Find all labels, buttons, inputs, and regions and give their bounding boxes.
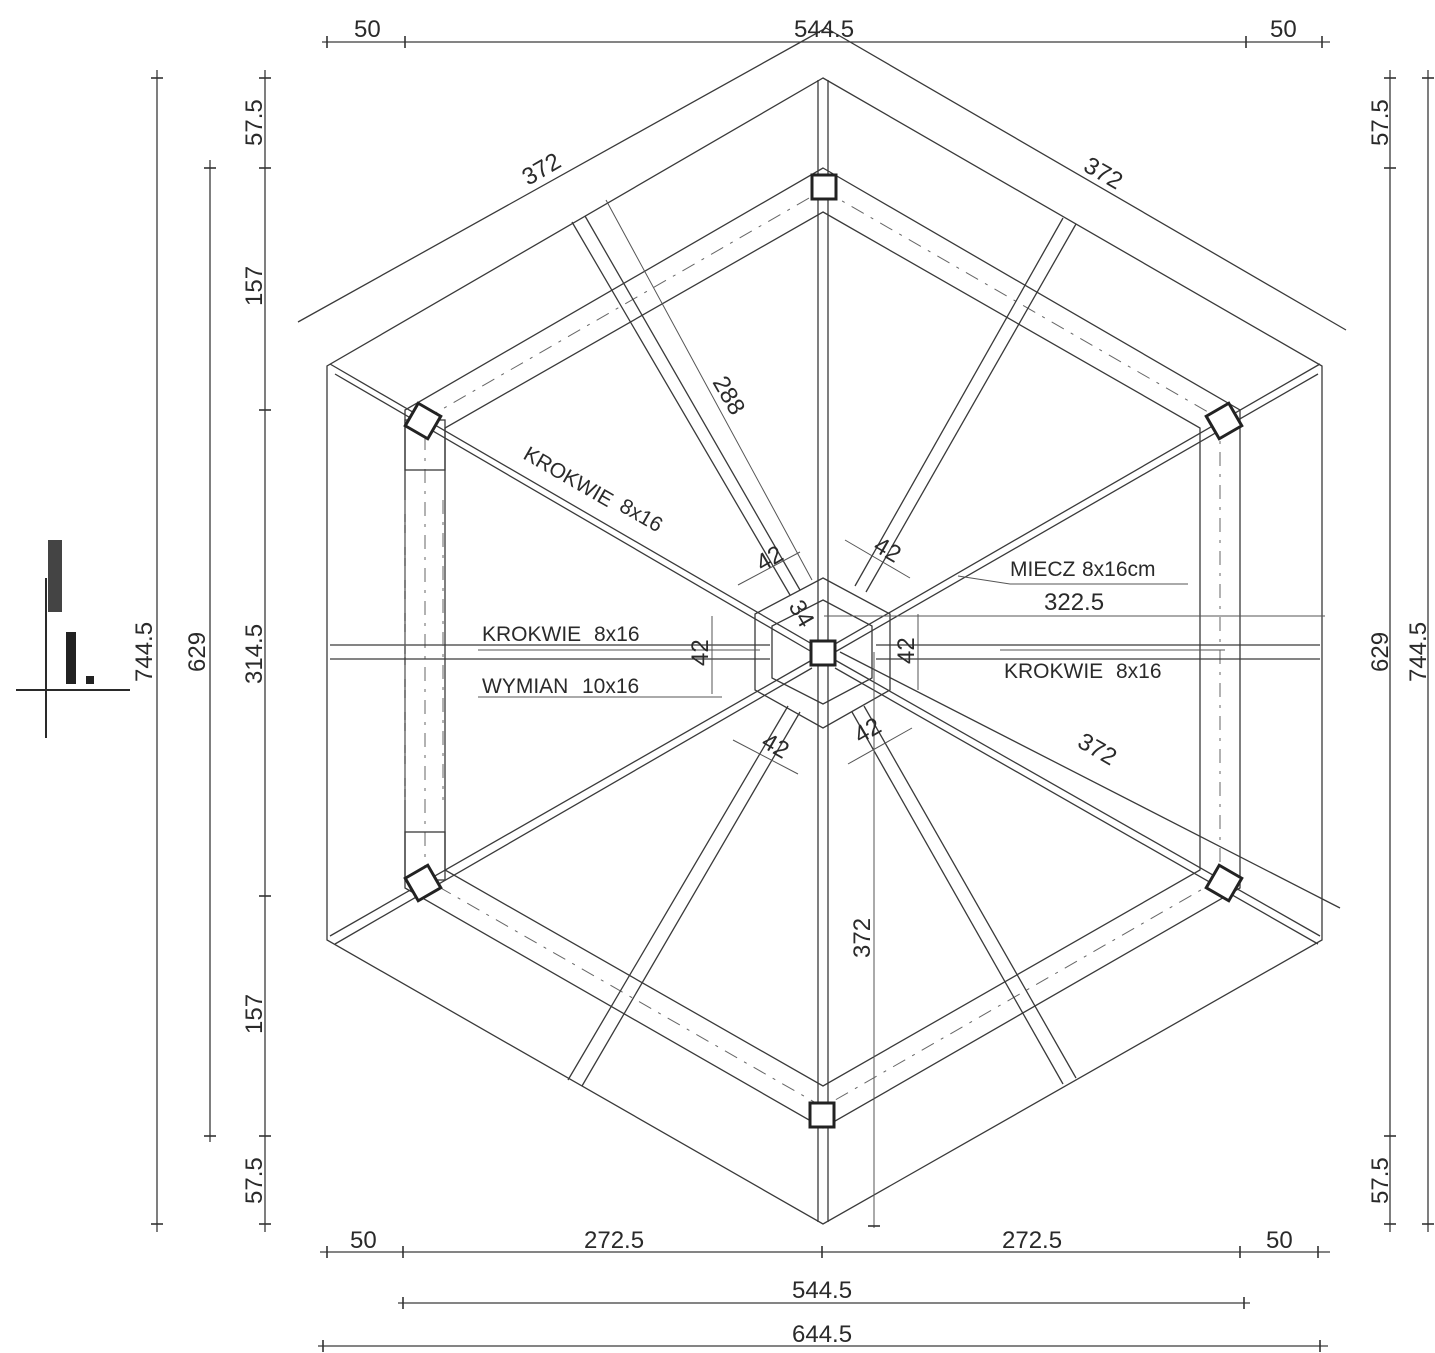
dim-top-right-overhang: 50 [1270,16,1297,43]
dim-hub-upper-left: 42 [752,540,789,577]
dimension-texts: 50 544.5 50 372 372 372 288 372 322.5 74… [131,16,1432,1348]
dim-top-span: 544.5 [794,16,854,43]
dim-bottom-span: 544.5 [792,1277,852,1304]
dim-left-seg-lower: 157 [241,994,268,1034]
label-rafter-left-size: 8x16 [594,623,640,646]
dim-bottom-left-overhang: 50 [350,1227,377,1254]
intermediate-rafters [330,215,1320,1087]
central-hub [754,577,891,729]
label-rafter-left-name: KROKWIE [482,623,581,646]
dim-left-seg-bottom: 57.5 [241,1157,268,1204]
label-brace-name: MIECZ [1010,558,1076,581]
dim-rafter-length: 288 [707,372,750,420]
dim-hub-upper-right: 42 [869,532,906,569]
label-trimmer-name: WYMIAN [482,675,568,698]
dim-bottom-left-half: 272.5 [584,1227,644,1254]
dim-left-seg-middle: 314.5 [241,624,268,684]
post-lower-left [403,863,443,903]
hip-rafters [329,80,1321,1222]
label-rafter-diag-size: 8x16 [616,494,667,537]
dim-right-total-height: 744.5 [1405,622,1432,682]
post-top [810,173,838,201]
label-rafter-right-size: 8x16 [1116,660,1162,683]
post-bottom [808,1101,836,1129]
dim-left-seg-top: 57.5 [241,99,268,146]
dim-left-post-height: 629 [184,632,211,672]
dimension-lines [151,27,1434,1352]
label-rafter-right-name: KROKWIE [1004,660,1103,683]
post-center [809,639,837,667]
dim-right-seg-bottom: 57.5 [1367,1157,1394,1204]
post-upper-right [1204,401,1244,441]
dim-right-post-height: 629 [1367,632,1394,672]
posts [403,173,1244,1129]
dim-center-vertical: 372 [849,918,876,958]
dim-left-total-height: 744.5 [131,622,158,682]
label-rafter-diag-name: KROKWIE [520,442,617,512]
dim-edge-upper-right: 372 [1079,152,1127,195]
dim-right-seg-top: 57.5 [1367,99,1394,146]
post-lower-right [1204,863,1244,903]
dim-bottom-right-overhang: 50 [1266,1227,1293,1254]
dim-bottom-total: 644.5 [792,1321,852,1348]
section-symbol [16,540,130,738]
roof-outline [326,77,1323,1225]
label-brace-size: 8x16cm [1082,558,1156,581]
post-upper-left [403,401,443,441]
dim-rafter-lower-right: 372 [1073,728,1121,771]
dim-bottom-right-half: 272.5 [1002,1227,1062,1254]
dim-top-left-overhang: 50 [354,16,381,43]
dim-half-span-right: 322.5 [1044,589,1104,616]
dim-left-seg-upper: 157 [241,266,268,306]
dim-hub-left: 42 [687,639,714,666]
dim-hub-right: 42 [893,637,920,664]
label-trimmer-size: 10x16 [582,675,639,698]
dim-hub-34: 34 [783,596,820,633]
dim-edge-upper-left: 372 [518,148,566,191]
